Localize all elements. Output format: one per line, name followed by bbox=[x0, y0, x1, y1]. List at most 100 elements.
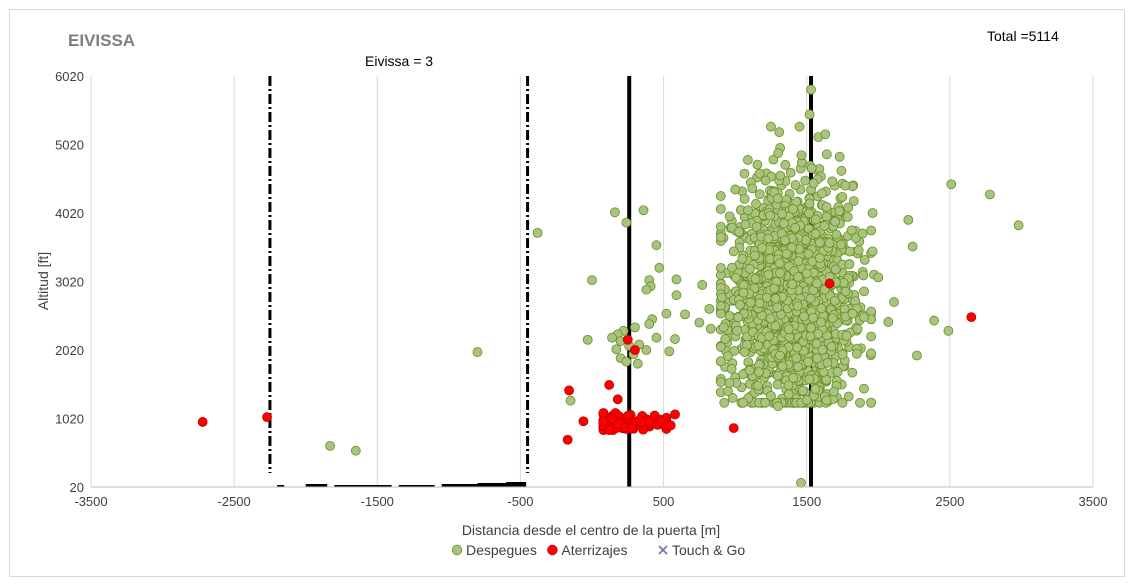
data-point bbox=[783, 389, 794, 400]
data-point bbox=[715, 308, 726, 319]
data-point bbox=[752, 159, 763, 170]
baseline-mark bbox=[334, 485, 392, 487]
data-point bbox=[817, 345, 828, 355]
data-point bbox=[738, 397, 749, 408]
baseline-marks bbox=[277, 482, 527, 487]
data-point bbox=[774, 258, 785, 269]
data-point bbox=[726, 222, 737, 233]
data-point bbox=[799, 311, 809, 322]
data-point bbox=[781, 248, 792, 259]
data-point bbox=[670, 334, 680, 344]
y-tick-label: 20 bbox=[70, 480, 84, 495]
data-point bbox=[855, 397, 865, 408]
data-point bbox=[796, 477, 806, 488]
data-point bbox=[611, 344, 622, 355]
data-point bbox=[805, 293, 816, 304]
x-tick-label: 3500 bbox=[1079, 494, 1108, 509]
data-point bbox=[612, 394, 623, 405]
legend-marker bbox=[547, 544, 558, 556]
data-point bbox=[651, 332, 662, 343]
data-point bbox=[773, 148, 784, 159]
data-point bbox=[719, 397, 730, 408]
data-point bbox=[582, 334, 593, 345]
data-point bbox=[847, 308, 858, 319]
data-point bbox=[621, 217, 632, 228]
data-point bbox=[844, 259, 855, 270]
data-point bbox=[859, 312, 869, 323]
data-point bbox=[830, 216, 840, 227]
data-point bbox=[841, 330, 852, 341]
data-point bbox=[770, 321, 781, 331]
data-point bbox=[664, 346, 675, 357]
data-point bbox=[472, 347, 483, 357]
data-point bbox=[727, 262, 737, 273]
annotation-label: Eivissa = 3 bbox=[365, 53, 433, 69]
data-point bbox=[889, 297, 899, 307]
data-point bbox=[704, 303, 715, 314]
data-point bbox=[800, 175, 811, 186]
data-point bbox=[715, 342, 726, 352]
data-point bbox=[805, 331, 816, 342]
data-point bbox=[812, 278, 822, 289]
data-point bbox=[859, 286, 870, 297]
data-point bbox=[903, 214, 914, 225]
data-point bbox=[764, 331, 775, 342]
data-point bbox=[726, 364, 737, 374]
data-point bbox=[751, 199, 761, 209]
baseline-mark bbox=[506, 482, 527, 487]
data-point bbox=[778, 218, 789, 229]
data-point bbox=[740, 219, 751, 230]
data-point bbox=[765, 313, 776, 324]
data-point bbox=[859, 255, 870, 265]
data-point bbox=[819, 221, 830, 231]
data-point bbox=[621, 356, 632, 367]
data-point bbox=[857, 228, 868, 239]
data-point bbox=[790, 180, 801, 190]
data-point bbox=[604, 380, 615, 390]
data-point bbox=[723, 351, 733, 362]
data-point bbox=[808, 312, 818, 323]
baseline-mark bbox=[441, 484, 478, 487]
data-point bbox=[793, 256, 804, 267]
data-point bbox=[822, 357, 833, 368]
data-point bbox=[772, 379, 783, 390]
data-point bbox=[623, 410, 633, 421]
data-point bbox=[830, 264, 841, 275]
data-point bbox=[750, 273, 761, 284]
data-point bbox=[718, 322, 729, 333]
data-point bbox=[715, 377, 726, 388]
data-point bbox=[671, 290, 682, 301]
data-point bbox=[985, 189, 995, 200]
data-point bbox=[853, 245, 864, 256]
data-point bbox=[739, 347, 750, 358]
legend-item: Touch & Go bbox=[658, 542, 745, 558]
baseline-mark bbox=[477, 483, 507, 487]
data-point bbox=[532, 227, 543, 238]
data-point bbox=[607, 332, 617, 343]
data-point bbox=[929, 315, 940, 326]
data-point bbox=[644, 319, 655, 329]
data-point bbox=[720, 334, 731, 344]
data-point bbox=[578, 416, 589, 427]
y-tick-label: 2020 bbox=[55, 343, 84, 358]
data-point bbox=[844, 246, 855, 257]
data-point bbox=[732, 325, 742, 336]
data-point bbox=[811, 338, 822, 349]
data-point bbox=[843, 202, 854, 213]
data-point bbox=[837, 397, 848, 408]
y-tick-label: 6020 bbox=[55, 69, 84, 84]
total-label: Total =5114 bbox=[987, 28, 1059, 44]
data-point bbox=[587, 275, 597, 286]
data-point bbox=[834, 151, 845, 162]
data-point bbox=[793, 272, 803, 282]
x-tick-label: 500 bbox=[653, 494, 675, 509]
data-point bbox=[821, 149, 832, 160]
data-point bbox=[827, 313, 838, 324]
data-point bbox=[794, 121, 805, 132]
data-point bbox=[866, 348, 877, 359]
legend: Despegues Aterrizajes Touch & Go bbox=[451, 542, 745, 558]
data-point bbox=[783, 324, 794, 335]
data-point bbox=[613, 418, 624, 429]
data-point bbox=[697, 280, 708, 290]
data-point bbox=[837, 191, 848, 202]
